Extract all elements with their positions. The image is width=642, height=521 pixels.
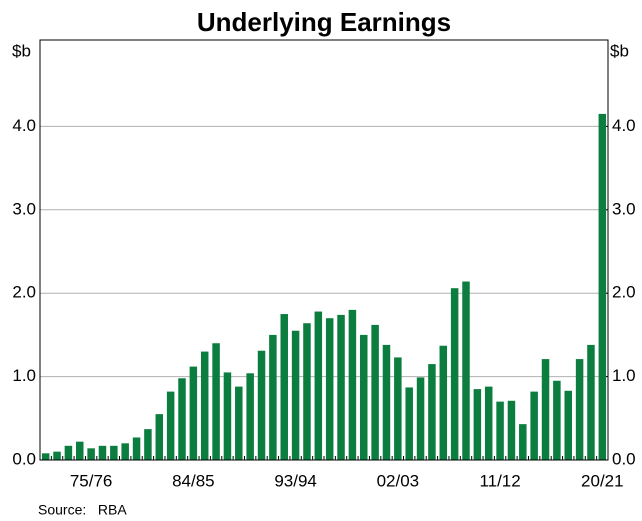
y-axis-label: $b xyxy=(12,41,31,60)
bar xyxy=(587,344,595,460)
bar xyxy=(223,372,232,460)
y2-tick-label: 4.0 xyxy=(612,116,636,135)
bar xyxy=(291,330,300,460)
chart-title: Underlying Earnings xyxy=(197,7,451,37)
bar xyxy=(360,334,368,460)
bar xyxy=(166,391,175,460)
bar xyxy=(564,390,572,460)
y-tick-label: 1.0 xyxy=(12,366,36,385)
bar xyxy=(235,386,243,460)
bar xyxy=(575,359,584,460)
bar xyxy=(462,281,470,460)
bar xyxy=(269,334,277,460)
y-tick-label: 3.0 xyxy=(12,199,36,218)
bar xyxy=(110,445,118,460)
bar xyxy=(337,314,345,460)
y-tick-label: 0.0 xyxy=(12,449,36,468)
bar xyxy=(303,323,311,460)
bar xyxy=(428,364,436,460)
bar xyxy=(98,445,107,460)
y2-axis-label: $b xyxy=(610,41,629,60)
bar xyxy=(64,445,73,460)
bar xyxy=(553,380,561,460)
bar xyxy=(325,318,334,460)
bar xyxy=(484,386,493,460)
bar xyxy=(155,414,164,460)
x-tick-label: 02/03 xyxy=(377,471,420,490)
bar xyxy=(530,391,538,460)
bar xyxy=(496,401,504,460)
bar xyxy=(132,437,141,460)
bar xyxy=(507,400,516,460)
bar xyxy=(541,359,550,460)
bar xyxy=(371,324,379,460)
bar xyxy=(382,344,391,460)
bar xyxy=(314,311,323,460)
bar xyxy=(121,443,129,460)
y2-tick-label: 2.0 xyxy=(612,283,636,302)
bar xyxy=(439,345,448,460)
x-tick-label: 84/85 xyxy=(172,471,215,490)
bar xyxy=(41,453,50,460)
bar xyxy=(212,343,220,460)
bar xyxy=(189,366,198,460)
y2-tick-label: 3.0 xyxy=(612,199,636,218)
y2-tick-label: 0.0 xyxy=(612,449,636,468)
y-tick-label: 4.0 xyxy=(12,116,36,135)
bar xyxy=(405,387,413,460)
bar xyxy=(76,441,84,460)
plot-frame xyxy=(39,39,609,461)
bar xyxy=(53,451,61,460)
bar xyxy=(280,314,288,460)
bar xyxy=(257,350,266,460)
bar xyxy=(144,429,152,460)
bar xyxy=(519,424,527,460)
bar xyxy=(178,378,186,460)
bar xyxy=(473,389,482,460)
bar xyxy=(450,288,459,460)
x-tick-label: 11/12 xyxy=(479,471,520,490)
bar xyxy=(200,351,209,460)
bar xyxy=(87,448,95,460)
x-tick-label: 75/76 xyxy=(70,471,113,490)
x-tick-label: 20/21 xyxy=(581,471,624,490)
bar xyxy=(416,377,425,460)
bar xyxy=(394,357,402,460)
y-tick-label: 2.0 xyxy=(12,283,36,302)
source: Source: RBA xyxy=(38,502,127,518)
bar xyxy=(246,373,254,460)
y2-tick-label: 1.0 xyxy=(612,366,636,385)
x-tick-label: 93/94 xyxy=(274,471,317,490)
bar xyxy=(348,309,357,460)
bar xyxy=(598,113,607,460)
